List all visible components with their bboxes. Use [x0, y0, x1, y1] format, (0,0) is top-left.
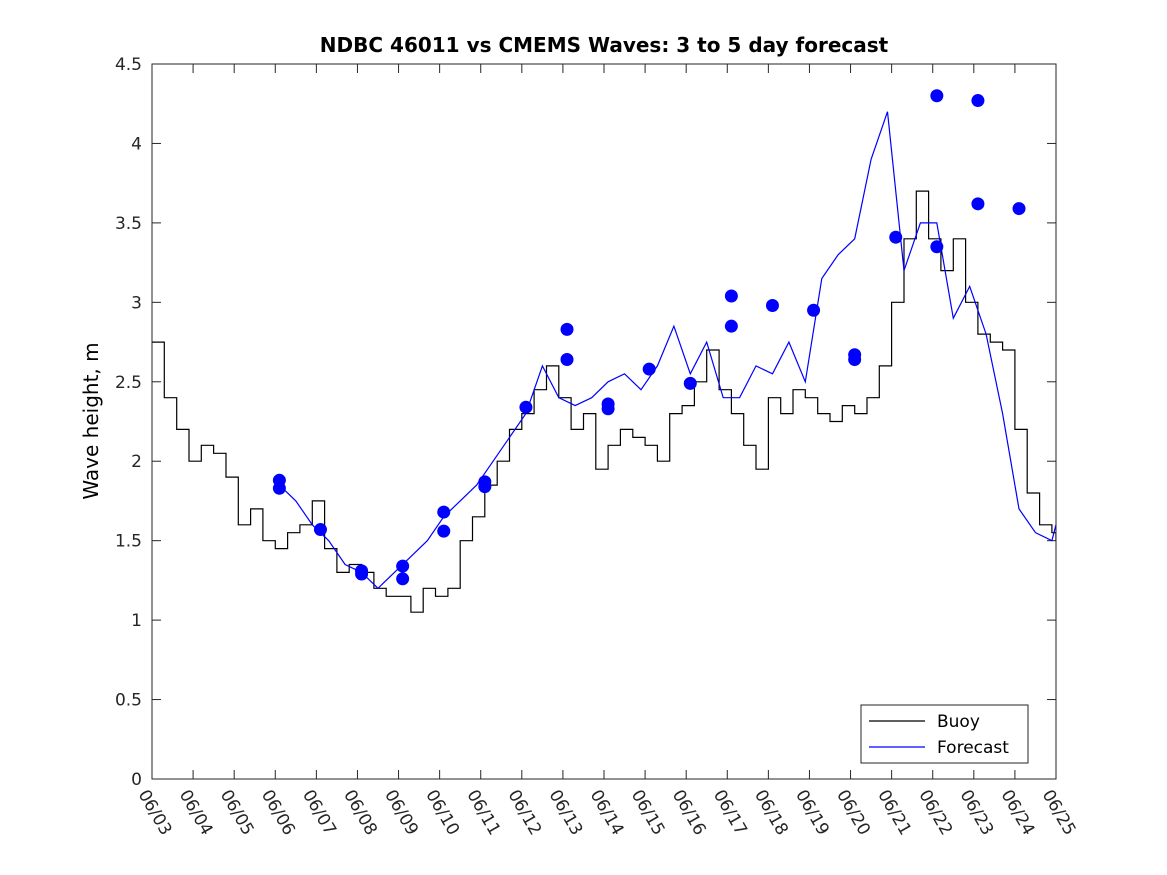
legend-label-buoy: Buoy [937, 712, 980, 732]
y-tick-label: 2.5 [115, 373, 142, 393]
data-layer [152, 89, 1056, 613]
forecast-marker [971, 94, 985, 108]
y-tick-label: 0 [131, 770, 142, 790]
series-line-buoy [152, 190, 1056, 613]
forecast-marker [560, 353, 574, 367]
chart-title: NDBC 46011 vs CMEMS Waves: 3 to 5 day fo… [320, 33, 889, 57]
x-tick-label: 06/12 [503, 787, 545, 839]
x-tick-label: 06/05 [216, 787, 258, 839]
axes-box [151, 63, 1057, 780]
y-tick-label: 1.5 [115, 532, 142, 552]
x-tick-label: 06/22 [914, 787, 956, 839]
x-tick-label: 06/17 [709, 787, 751, 839]
x-tick-label: 06/11 [462, 787, 504, 839]
forecast-marker [848, 353, 862, 367]
x-tick-label: 06/15 [627, 787, 669, 839]
y-tick-label: 0.5 [115, 691, 142, 711]
x-tick-label: 06/07 [298, 787, 340, 839]
forecast-marker [683, 376, 697, 390]
series-line-forecast [278, 111, 1056, 590]
forecast-marker [930, 240, 944, 254]
x-tick-label: 06/20 [832, 787, 874, 839]
forecast-marker [272, 481, 286, 495]
x-tick-label: 06/18 [750, 787, 792, 839]
x-tick-label: 06/19 [791, 787, 833, 839]
forecast-marker [971, 197, 985, 211]
forecast-marker [807, 303, 821, 317]
x-tick-label: 06/23 [955, 787, 997, 839]
forecast-marker [355, 567, 369, 581]
legend-frame [860, 704, 1029, 764]
forecast-marker [724, 289, 738, 303]
forecast-marker [560, 322, 574, 336]
legend-label-forecast: Forecast [937, 738, 1009, 758]
y-tick-label: 2 [131, 452, 142, 472]
x-tick-label: 06/09 [380, 787, 422, 839]
x-tick-label: 06/10 [421, 787, 463, 839]
y-tick-label: 4 [131, 134, 142, 154]
x-tick-label: 06/24 [997, 787, 1039, 839]
forecast-marker [1012, 202, 1026, 216]
x-tick-label: 06/25 [1038, 787, 1080, 839]
x-tick-label: 06/13 [545, 787, 587, 839]
forecast-marker [642, 362, 656, 376]
forecast-marker [519, 400, 533, 414]
forecast-marker [313, 523, 327, 537]
forecast-marker [437, 524, 451, 538]
y-tick-label: 1 [131, 611, 142, 631]
x-tick-label: 06/16 [668, 787, 710, 839]
x-tick-label: 06/21 [873, 787, 915, 839]
y-tick-label: 3.5 [115, 214, 142, 234]
x-tick-label: 06/04 [175, 787, 217, 839]
x-tick-label: 06/06 [257, 787, 299, 839]
legend: Buoy Forecast [860, 704, 1029, 764]
forecast-marker [601, 402, 615, 416]
forecast-marker [889, 230, 903, 244]
forecast-marker [724, 319, 738, 333]
forecast-marker [396, 572, 410, 586]
y-axis-label: Wave height, m [79, 342, 103, 499]
forecast-marker [396, 559, 410, 573]
x-tick-label: 06/03 [134, 787, 176, 839]
x-tick-label: 06/08 [339, 787, 381, 839]
x-tick-label: 06/14 [586, 787, 628, 839]
y-tick-label: 4.5 [115, 55, 142, 75]
forecast-marker [930, 89, 944, 103]
y-tick-label: 3 [131, 293, 142, 313]
forecast-marker [478, 480, 492, 494]
forecast-marker [765, 299, 779, 313]
forecast-marker [437, 505, 451, 519]
